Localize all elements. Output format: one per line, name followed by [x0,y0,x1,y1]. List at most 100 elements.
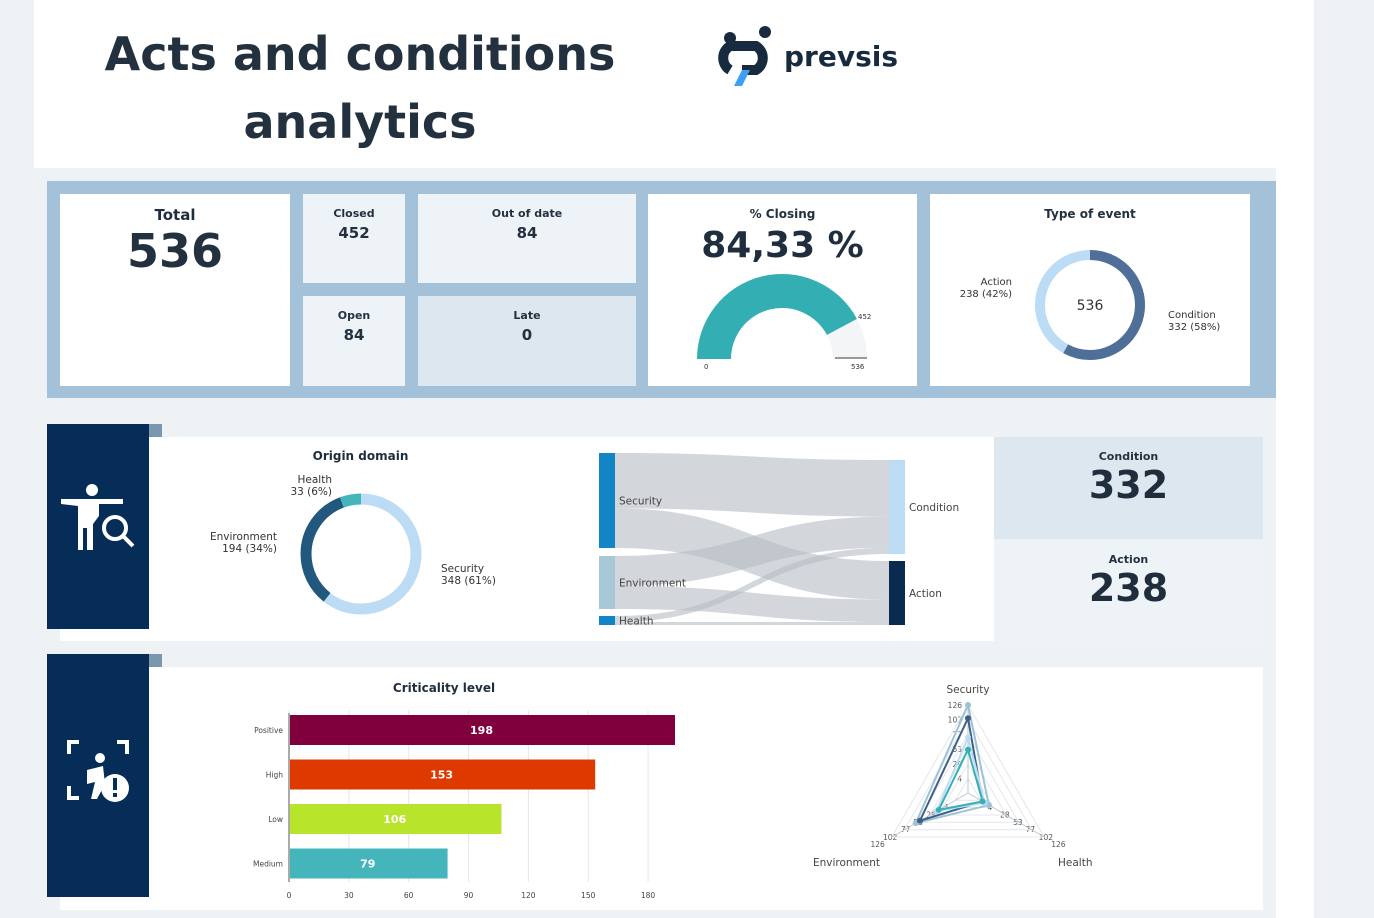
radar-series [918,714,984,823]
x-tick-label: 60 [404,891,414,900]
criticality-panel [60,667,1263,910]
axis-label-security: Security [946,684,989,696]
sankey-node-health [599,616,615,625]
closed-card: Closed 452 [303,194,405,283]
logo-text: prevsis [784,39,899,73]
out-of-date-card: Out of date 84 [418,194,636,283]
donut-condition-slice [1035,250,1145,360]
sankey-flow [615,622,889,625]
type-of-event-donut: 536 Action 238 (42%) Condition 332 (58%) [960,250,1220,360]
open-label: Open [337,309,371,322]
condition-label: Condition [1168,310,1216,321]
closing-gauge: 0 536 452 [697,274,871,371]
radar-point [965,746,971,753]
x-tick-label: 180 [641,891,656,900]
radar-tick: 102 [948,715,963,724]
right-margin [1276,168,1314,918]
origin-domain-chart: Origin domain Security 348 (61%) Environme… [149,437,572,641]
radar-series [914,701,991,825]
y-tick-label: High [266,771,283,780]
closed-label: Closed [333,207,375,220]
sankey-node-environment [599,556,615,609]
out-of-date-label: Out of date [491,207,563,220]
sankey-label: Health [619,616,653,628]
radar-series [936,746,984,812]
radar-point [965,734,971,741]
action-value: 238 (42%) [960,289,1012,300]
y-tick-label: Positive [254,726,283,735]
total-value: 536 [126,224,224,278]
radar-axis [891,792,969,838]
condition-total-label: Condition [1098,450,1159,463]
late-label: Late [513,309,541,322]
open-value: 84 [343,326,365,344]
tile-accent [149,654,162,667]
gauge-value-label: 452 [858,313,871,321]
slice-value: 194 (34%) [222,543,277,555]
slice-label: Health [298,474,332,486]
closed-value: 452 [338,224,370,242]
criticality-title: Criticality level [392,681,496,695]
person-search-icon [61,484,135,550]
prevsis-logo: prevsis [712,24,898,88]
type-of-event-card: Type of event 536 Action 238 (42%) Condi… [930,194,1250,386]
sankey-node-security [599,453,615,548]
slice-value: 348 (61%) [441,575,496,587]
gauge-fill [697,274,857,359]
slice-label: Environment [210,531,277,543]
radar-tick: 102 [1039,833,1054,842]
sankey-node-condition [889,460,905,554]
gauge-min-label: 0 [704,363,708,371]
condition-total-value: 332 [1088,463,1169,507]
action-total-label: Action [1108,553,1149,566]
radar-tick: 77 [952,731,962,740]
bar-high [290,759,596,790]
origin-domain-title: Origin domain [312,449,409,463]
bar-value: 198 [470,724,493,737]
slice-value: 33 (6%) [290,486,332,498]
sankey-flow [615,453,889,517]
open-card: Open 84 [303,296,405,386]
tile-accent [149,424,162,437]
bar-value: 79 [360,858,375,871]
radar-tick: 53 [952,745,962,754]
sankey-flow [615,586,889,623]
total-label: Total [154,206,196,224]
x-tick-label: 120 [521,891,536,900]
total-card: Total 536 [60,194,290,386]
bar-value: 153 [430,769,453,782]
y-tick-label: Low [268,815,283,824]
sankey-flow [615,516,889,587]
x-tick-label: 90 [464,891,474,900]
donut-slice-health [300,493,422,615]
axis-label-health: Health [1058,857,1092,869]
donut-slice-environment [300,493,422,615]
condition-total-card: Condition 332 [994,437,1263,539]
sankey-label: Environment [619,578,686,590]
y-tick-label: Medium [253,860,283,869]
radar-series [935,734,986,813]
sankey-label: Action [909,588,942,600]
gauge-max-label: 536 [851,363,865,371]
person-search-tile [47,424,149,629]
radar-grid [890,704,1046,838]
prevsis-logo-icon [718,26,771,86]
late-card: Late 0 [418,296,636,386]
x-tick-label: 30 [344,891,354,900]
person-alert-icon [67,740,129,802]
radar-tick: 126 [948,701,963,710]
action-total-card: Action 238 [994,540,1263,641]
criticality-chart: Criticality level 0 30 60 90 120 150 180 198 Pos… [149,667,739,910]
closing-value: 84,33 % [701,225,864,266]
sankey-label: Security [619,496,662,508]
closing-label: % Closing [749,207,816,221]
radar-point [965,702,971,708]
risk-alert-tile [47,654,149,897]
radar-tick: 126 [870,840,885,849]
radar-grid [916,733,1020,823]
radar-point [916,817,923,824]
donut-center: 536 [1077,298,1104,314]
sankey-chart: Security Environment Health Condition Action [572,437,994,641]
bar-positive [290,715,675,745]
